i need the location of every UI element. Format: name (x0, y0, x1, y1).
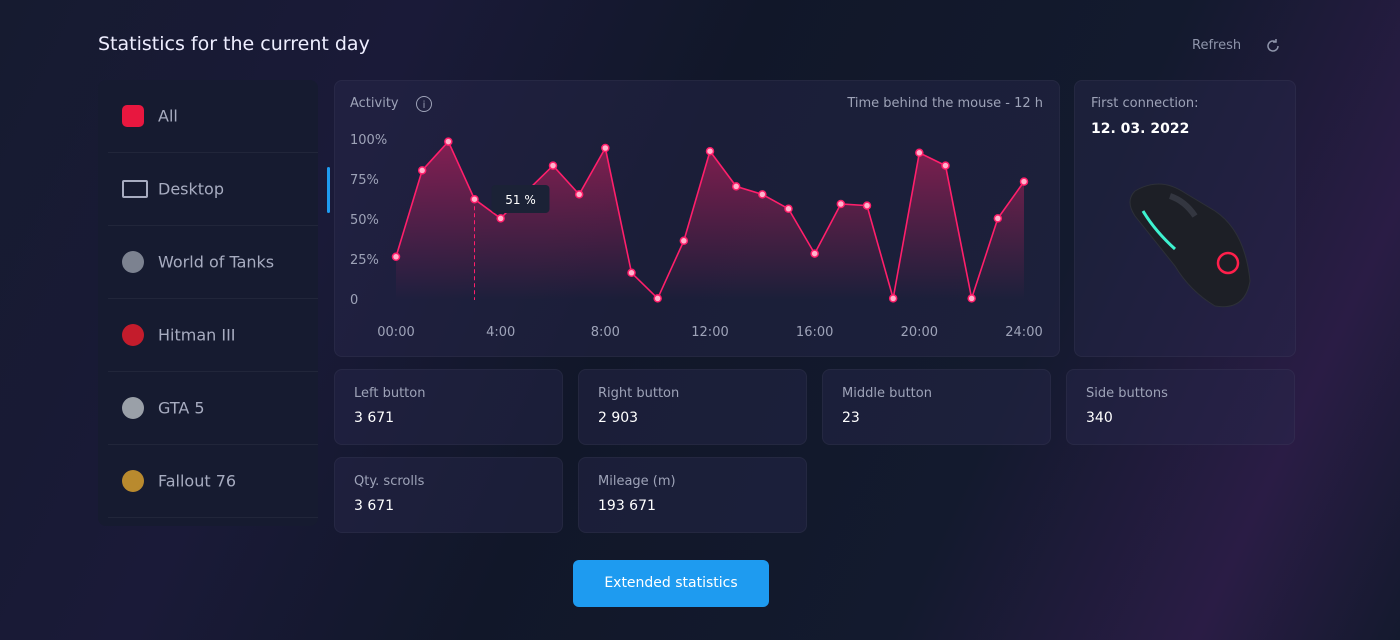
data-point (417, 166, 427, 175)
tooltip-label: 51 % (505, 193, 536, 207)
stat-card: Qty. scrolls 3 671 (334, 457, 563, 533)
stat-card: Left button 3 671 (334, 369, 563, 445)
data-point (574, 190, 584, 199)
y-tick-label: 50% (350, 213, 379, 228)
stat-value: 3 671 (354, 498, 395, 514)
device-card: First connection: 12. 03. 2022 (1074, 80, 1296, 357)
x-tick-label: 24:00 (1005, 325, 1042, 340)
activity-note: Time behind the mouse - 12 h (847, 96, 1043, 111)
y-tick-label: 75% (350, 173, 379, 188)
x-tick-label: 16:00 (796, 325, 833, 340)
x-tick-label: 00:00 (377, 325, 414, 340)
extended-statistics-button[interactable]: Extended statistics (573, 560, 769, 607)
info-icon[interactable]: i (415, 95, 433, 113)
y-tick-label: 25% (350, 253, 379, 268)
stat-value: 3 671 (354, 410, 395, 426)
item-label: World of Tanks (158, 252, 275, 272)
y-tick-label: 100% (350, 133, 387, 148)
stat-value: 2 903 (598, 410, 639, 426)
mouse-image (1129, 183, 1251, 308)
item-icon (122, 251, 144, 273)
item-label: Hitman III (158, 325, 236, 345)
stat-value: 193 671 (598, 498, 656, 514)
data-point (653, 294, 662, 303)
data-point (888, 294, 898, 303)
item-label: All (158, 106, 178, 126)
stat-card: Side buttons 340 (1066, 369, 1295, 445)
activity-title: Activity (350, 96, 399, 111)
data-point (627, 268, 636, 278)
data-point (391, 252, 401, 262)
stat-card: Mileage (m) 193 671 (578, 457, 807, 533)
stat-label: Right button (598, 386, 680, 401)
activity-chart: 0 25% 50% 75% 100% 00:00 4:00 8:00 12:00 16:00 20:… (350, 133, 1043, 340)
activity-area (396, 141, 1024, 300)
x-tick-label: 12:00 (691, 325, 728, 340)
refresh-icon (1267, 39, 1279, 52)
data-point (993, 214, 1003, 223)
item-icon (122, 470, 144, 492)
page-title: Statistics for the current day (98, 33, 370, 55)
item-icon (122, 180, 148, 198)
activity-card: Activity i Time behind the mouse - 12 h … (334, 80, 1060, 357)
stat-label: Mileage (m) (598, 474, 676, 489)
device-date: 12. 03. 2022 (1091, 121, 1190, 137)
data-point (679, 236, 689, 246)
sidebar-item[interactable]: Desktop (108, 153, 330, 226)
data-point (836, 199, 846, 209)
refresh-label: Refresh (1192, 38, 1242, 53)
sidebar-item[interactable]: World of Tanks (108, 226, 318, 299)
item-icon (122, 324, 144, 346)
stat-value: 340 (1086, 410, 1113, 426)
x-tick-label: 8:00 (591, 325, 620, 340)
stat-value: 23 (842, 410, 860, 426)
x-tick-label: 20:00 (901, 325, 938, 340)
data-point (444, 137, 453, 146)
stat-label: Qty. scrolls (354, 474, 425, 489)
stat-card: Right button 2 903 (578, 369, 807, 445)
data-point (496, 214, 505, 223)
y-tick-label: 0 (350, 293, 358, 308)
stat-card: Middle button 23 (822, 369, 1051, 445)
data-point (705, 146, 715, 156)
data-point (470, 194, 479, 204)
data-point (941, 161, 950, 170)
sidebar-item[interactable]: All (108, 80, 318, 153)
data-point (915, 148, 924, 158)
item-icon (122, 397, 144, 419)
tooltip-box (491, 185, 550, 213)
item-label: GTA 5 (158, 398, 205, 418)
data-point (810, 249, 819, 258)
data-point (548, 161, 558, 170)
data-point (862, 201, 872, 210)
data-point (1019, 177, 1029, 186)
sidebar-item[interactable]: Hitman III (108, 299, 318, 372)
x-tick-label: 4:00 (486, 325, 515, 340)
data-point (731, 182, 741, 191)
stat-label: Side buttons (1086, 386, 1168, 401)
item-label: Desktop (158, 179, 224, 199)
sidebar-item[interactable]: GTA 5 (108, 372, 318, 445)
stat-label: Left button (354, 386, 426, 401)
data-point (784, 204, 793, 214)
item-icon (122, 105, 144, 127)
sidebar: All Desktop World of Tanks Hitman III GTA 5 F… (98, 80, 330, 526)
sidebar-item[interactable]: Fallout 76 (108, 445, 318, 518)
item-label: Fallout 76 (158, 471, 237, 491)
refresh-button[interactable]: Refresh (1192, 38, 1279, 53)
svg-text:i: i (423, 100, 426, 111)
data-point (601, 143, 610, 153)
data-point (758, 190, 767, 199)
stat-label: Middle button (842, 386, 932, 401)
data-point (967, 294, 976, 303)
device-label: First connection: (1091, 96, 1199, 111)
